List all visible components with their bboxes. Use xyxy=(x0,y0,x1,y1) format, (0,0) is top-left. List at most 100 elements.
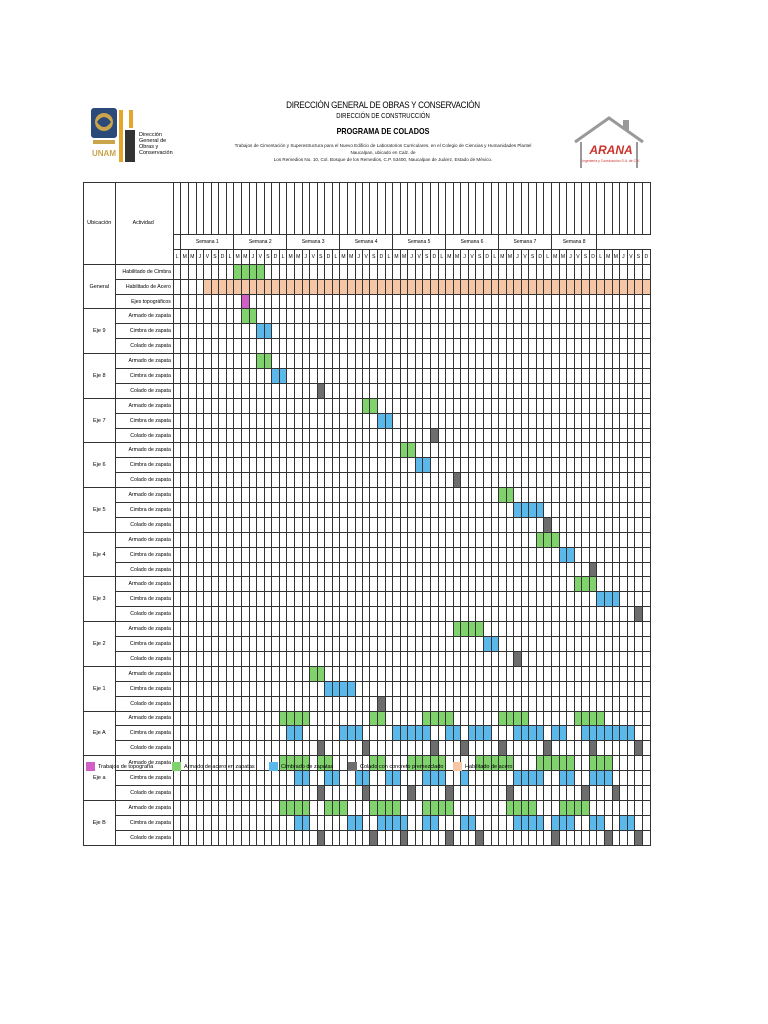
schedule-cell xyxy=(225,680,235,697)
schedule-cell xyxy=(256,382,265,399)
schedule-cell xyxy=(513,665,522,682)
schedule-cell xyxy=(399,412,409,429)
activity-cell: Armado de zapata xyxy=(114,397,174,414)
schedule-cell xyxy=(490,546,499,563)
schedule-cell xyxy=(641,338,652,355)
schedule-cell xyxy=(225,650,235,667)
schedule-cell xyxy=(460,680,469,697)
schedule-cell xyxy=(603,323,613,340)
schedule-cell xyxy=(309,516,318,533)
schedule-cell xyxy=(195,368,205,384)
legend-swatch xyxy=(86,762,95,771)
date-header-cell xyxy=(248,182,258,235)
schedule-cell xyxy=(278,665,288,682)
day-letter: M xyxy=(497,248,507,265)
schedule-cell xyxy=(218,368,227,384)
schedule-cell xyxy=(429,293,439,310)
schedule-cell xyxy=(248,695,258,712)
schedule-cell xyxy=(528,784,537,801)
schedule-cell xyxy=(195,710,205,727)
schedule-cell xyxy=(634,457,643,474)
schedule-cell xyxy=(467,665,477,682)
schedule-cell xyxy=(286,502,295,518)
schedule-cell xyxy=(543,278,552,295)
schedule-cell xyxy=(286,472,295,489)
schedule-cell xyxy=(520,621,530,638)
schedule-cell xyxy=(256,621,265,638)
header-title: DIRECCIÓN GENERAL DE OBRAS Y CONSERVACIÓ… xyxy=(286,100,480,111)
schedule-cell xyxy=(248,546,258,563)
schedule-cell xyxy=(596,263,605,280)
schedule-cell xyxy=(369,546,378,563)
schedule-cell xyxy=(611,636,621,652)
schedule-cell xyxy=(195,725,205,742)
schedule-cell xyxy=(437,695,447,712)
schedule-cell xyxy=(634,799,643,816)
schedule-cell xyxy=(581,442,590,459)
schedule-cell xyxy=(188,263,197,280)
schedule-cell xyxy=(195,472,205,489)
schedule-cell xyxy=(490,650,499,667)
schedule-cell xyxy=(550,695,560,712)
day-letter: V xyxy=(626,248,636,265)
schedule-cell xyxy=(467,293,477,310)
schedule-cell xyxy=(452,412,462,429)
schedule-cell xyxy=(603,397,613,414)
schedule-cell xyxy=(467,397,477,414)
schedule-cell xyxy=(256,546,265,563)
schedule-cell xyxy=(445,636,454,652)
schedule-cell xyxy=(505,516,515,533)
schedule-cell xyxy=(467,323,477,340)
schedule-cell xyxy=(429,814,439,831)
schedule-cell xyxy=(460,278,469,295)
schedule-cell xyxy=(203,710,212,727)
schedule-cell xyxy=(573,621,583,638)
schedule-cell xyxy=(210,665,220,682)
schedule-cell xyxy=(203,472,212,489)
schedule-cell xyxy=(407,665,416,682)
schedule-cell xyxy=(558,725,568,742)
schedule-cell xyxy=(581,814,590,831)
schedule-cell xyxy=(339,680,348,697)
schedule-cell xyxy=(482,561,492,578)
schedule-cell xyxy=(286,457,295,474)
schedule-cell xyxy=(392,278,401,295)
schedule-cell xyxy=(377,323,386,340)
schedule-cell xyxy=(225,278,235,295)
schedule-cell xyxy=(392,665,401,682)
schedule-cell xyxy=(392,621,401,638)
schedule-cell xyxy=(543,397,552,414)
schedule-cell xyxy=(203,278,212,295)
schedule-cell xyxy=(248,353,258,370)
schedule-cell xyxy=(354,621,363,638)
schedule-cell xyxy=(429,531,439,548)
schedule-cell xyxy=(482,442,492,459)
date-header-cell xyxy=(460,182,469,235)
schedule-cell xyxy=(339,799,348,816)
schedule-cell xyxy=(233,799,242,816)
schedule-cell xyxy=(346,487,356,504)
schedule-cell xyxy=(422,308,431,325)
schedule-cell xyxy=(414,397,424,414)
date-header-cell xyxy=(558,182,568,235)
schedule-cell xyxy=(248,814,258,831)
schedule-cell xyxy=(437,263,447,280)
schedule-cell xyxy=(369,412,378,429)
schedule-cell xyxy=(316,457,326,474)
schedule-cell xyxy=(377,427,386,444)
schedule-cell xyxy=(293,487,303,504)
schedule-cell xyxy=(263,323,273,340)
schedule-cell xyxy=(180,472,189,489)
activity-cell: Armado de zapata xyxy=(114,487,174,504)
schedule-cell xyxy=(596,427,605,444)
schedule-cell xyxy=(384,531,394,548)
schedule-cell xyxy=(566,293,575,310)
schedule-cell xyxy=(596,591,605,608)
schedule-cell xyxy=(218,472,227,489)
schedule-cell xyxy=(316,323,326,340)
legend-item: Habilitado de acero xyxy=(453,762,512,771)
schedule-cell xyxy=(414,829,424,846)
schedule-cell xyxy=(361,784,371,801)
schedule-cell xyxy=(301,293,311,310)
schedule-cell xyxy=(225,472,235,489)
